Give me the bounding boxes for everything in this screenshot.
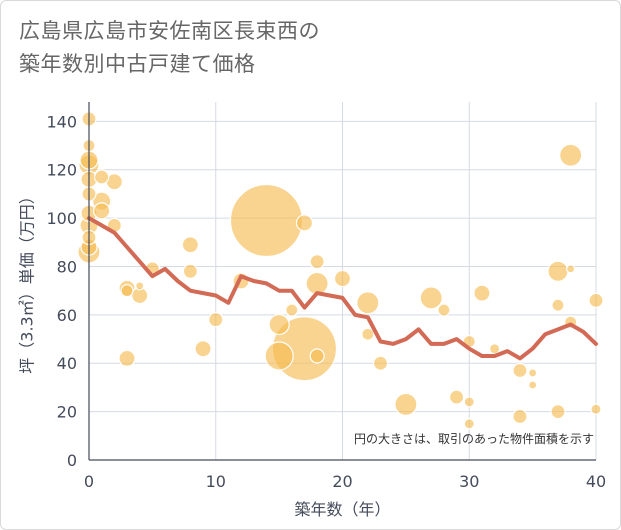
- y-tick-label: 120: [46, 161, 77, 180]
- data-bubble: [437, 303, 451, 317]
- average-price-line: [87, 216, 598, 361]
- x-tick-label: 10: [206, 472, 226, 491]
- data-bubble: [309, 254, 325, 270]
- data-bubble: [333, 269, 352, 288]
- data-bubble: [118, 349, 136, 368]
- data-bubble: [588, 292, 604, 308]
- chart-title: 広島県広島市安佐南区長束西の 築年数別中古戸建て価格: [19, 15, 320, 81]
- chart-title-line-1: 広島県広島市安佐南区長束西の: [19, 19, 320, 43]
- x-axis-title: 築年数（年）: [294, 500, 390, 519]
- data-bubble: [448, 389, 465, 405]
- data-bubble: [264, 341, 294, 371]
- data-bubble: [285, 303, 299, 317]
- data-bubble: [473, 284, 491, 302]
- axes: [88, 102, 596, 461]
- x-tick-label: 40: [586, 472, 606, 491]
- x-tick-label: 20: [332, 472, 352, 491]
- data-bubble: [372, 355, 389, 371]
- data-bubble: [512, 408, 528, 425]
- y-tick-label: 100: [46, 209, 77, 228]
- data-bubble: [550, 404, 566, 420]
- y-tick-label: 80: [57, 257, 77, 276]
- data-bubble: [489, 343, 501, 355]
- tick-labels: 0 20 40 60 80 100 120 140 0 10 20 30 40: [46, 112, 606, 491]
- data-bubble: [512, 362, 528, 379]
- data-bubble: [528, 380, 538, 390]
- average-line: [87, 216, 598, 361]
- data-bubble: [135, 281, 145, 291]
- y-tick-label: 140: [46, 112, 77, 131]
- bubbles: [77, 111, 604, 430]
- data-bubble: [590, 403, 602, 415]
- data-bubble: [194, 340, 212, 358]
- data-bubble: [356, 291, 380, 315]
- y-tick-label: 0: [67, 451, 77, 470]
- data-bubble: [547, 260, 569, 282]
- data-bubble: [528, 368, 538, 378]
- data-bubble: [394, 392, 418, 416]
- data-bubble: [566, 264, 576, 274]
- data-bubble: [181, 236, 199, 254]
- chart-title-line-2: 築年数別中古戸建て価格: [19, 52, 256, 76]
- x-tick-label: 30: [459, 472, 479, 491]
- data-bubble: [309, 348, 325, 364]
- data-bubble: [229, 183, 304, 258]
- y-axis-title: 坪（3.3㎡）単価（万円）: [18, 188, 37, 373]
- data-bubble: [94, 169, 110, 185]
- data-bubble: [182, 263, 198, 279]
- data-bubble: [93, 202, 111, 220]
- size-legend-note: 円の大きさは、取引のあった物件面積を示す: [354, 431, 594, 446]
- data-bubble: [419, 286, 443, 310]
- data-bubble: [295, 214, 314, 232]
- data-bubble: [559, 143, 583, 167]
- data-bubble: [268, 313, 290, 336]
- x-tick-label: 0: [84, 472, 94, 491]
- data-bubble: [120, 284, 134, 298]
- data-bubble: [361, 327, 375, 341]
- data-bubble: [463, 418, 475, 430]
- data-bubble: [463, 396, 475, 408]
- y-tick-label: 20: [57, 403, 77, 422]
- y-tick-label: 40: [57, 354, 77, 373]
- y-tick-label: 60: [57, 306, 77, 325]
- data-bubble: [551, 298, 565, 312]
- data-bubble: [208, 312, 224, 328]
